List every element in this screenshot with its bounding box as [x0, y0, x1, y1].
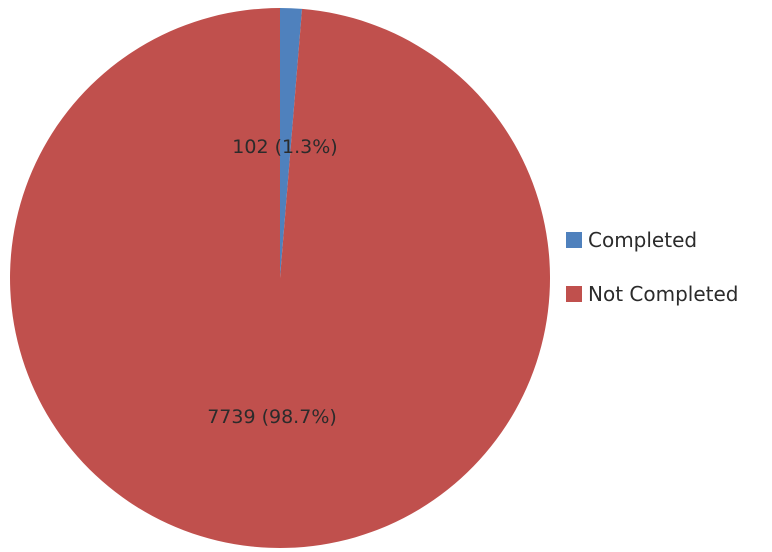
pie-slices	[10, 8, 551, 548]
data-label-completed: 102 (1.3%)	[232, 136, 337, 158]
pie-slice-completed	[280, 8, 303, 278]
pie-data-labels: 102 (1.3%) 7739 (98.7%)	[207, 136, 337, 428]
legend-item-not-completed: Not Completed	[566, 281, 772, 307]
legend-label-not-completed: Not Completed	[588, 282, 739, 306]
chart-legend: Completed Not Completed	[566, 227, 772, 335]
legend-swatch-not-completed	[566, 286, 582, 302]
pie-slice-not-completed	[10, 8, 551, 548]
data-label-not-completed: 7739 (98.7%)	[207, 406, 337, 428]
legend-swatch-completed	[566, 232, 582, 248]
legend-label-completed: Completed	[588, 228, 698, 252]
legend-item-completed: Completed	[566, 227, 772, 253]
